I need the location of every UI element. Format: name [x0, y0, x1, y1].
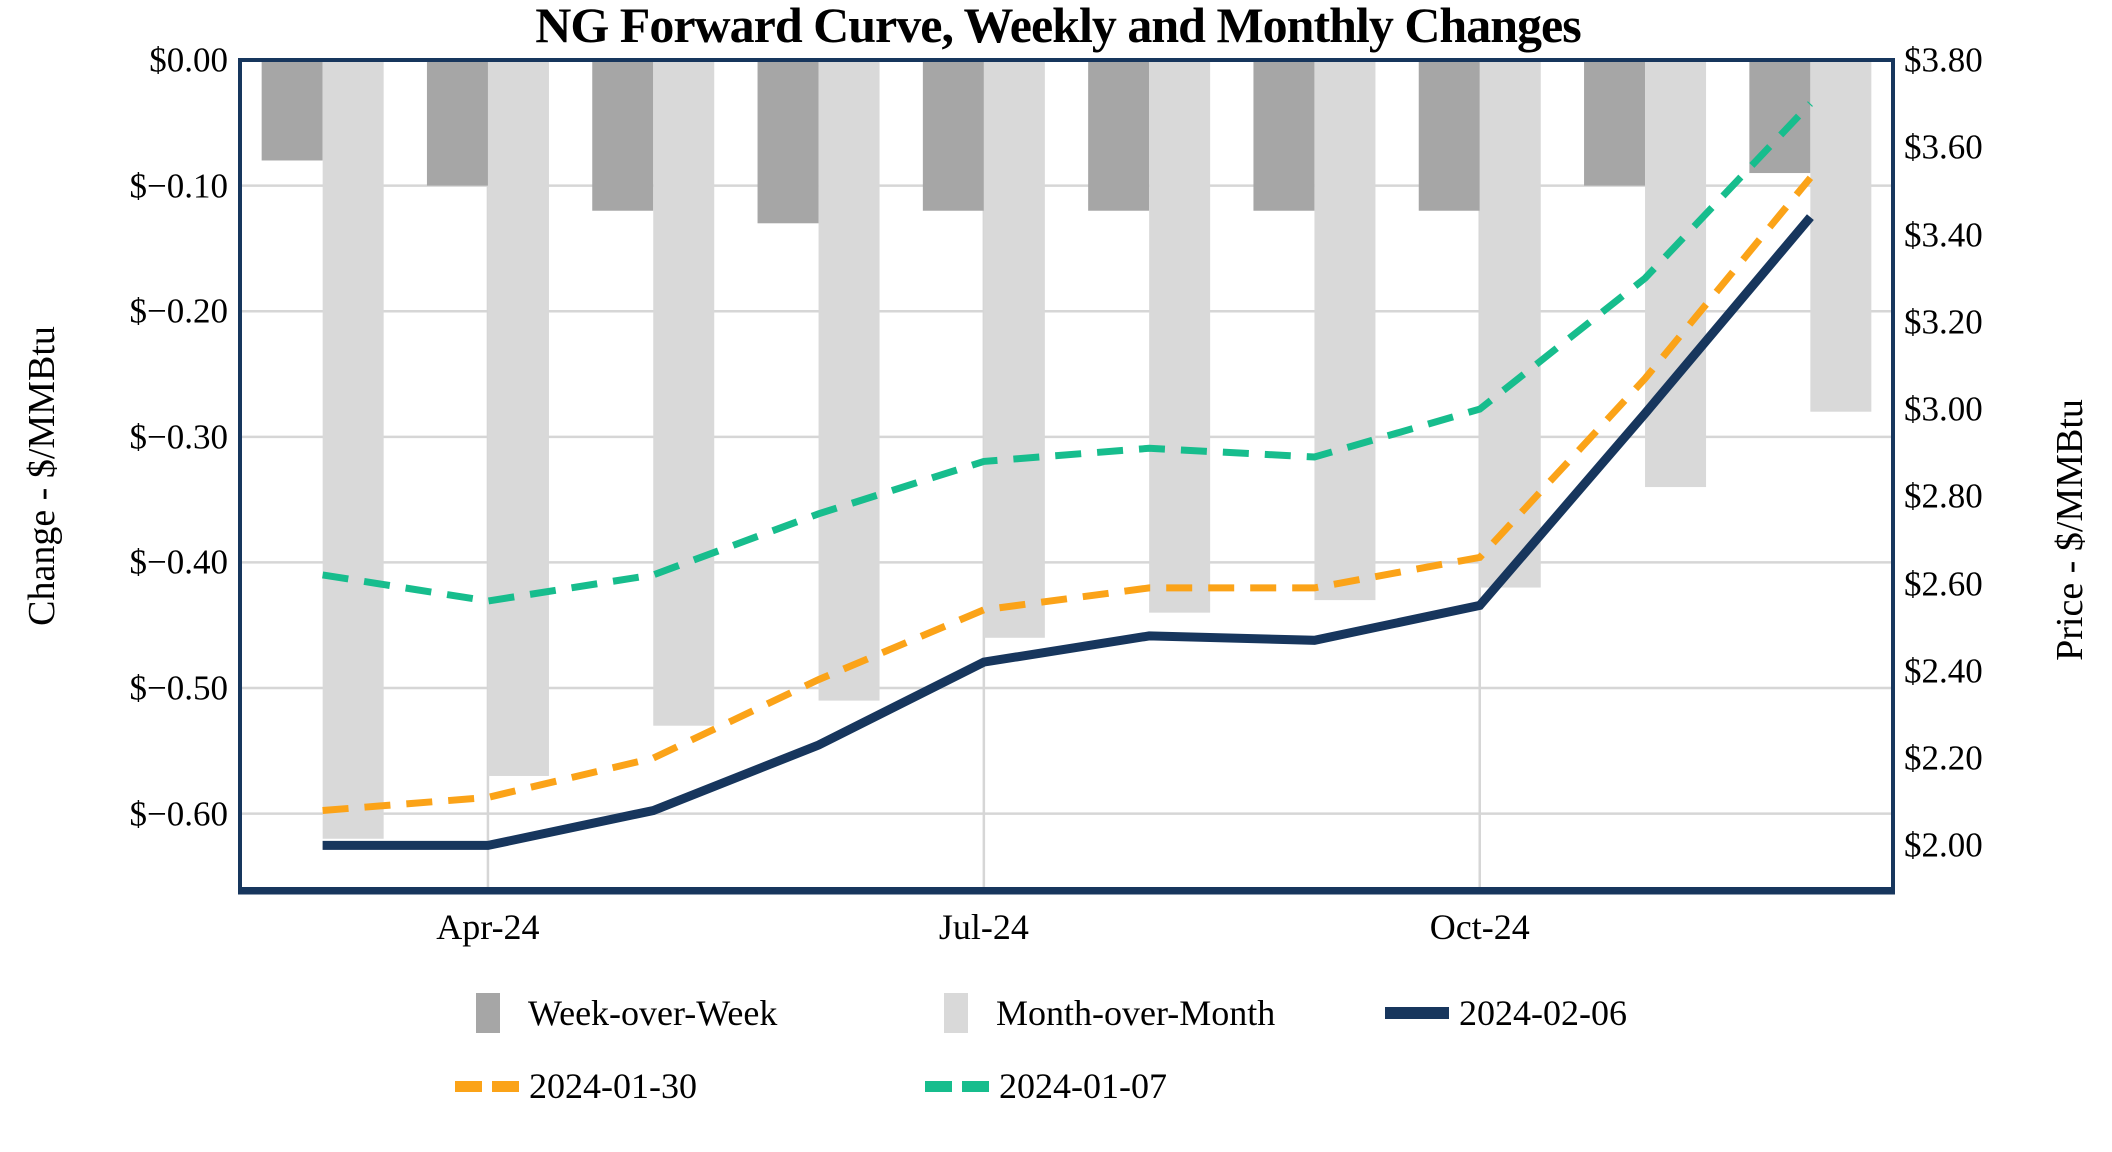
chart-title: NG Forward Curve, Weekly and Monthly Cha… — [535, 0, 1581, 53]
legend-swatch-line-dashed — [925, 1080, 989, 1092]
bar-month-over-month — [818, 60, 880, 701]
bar-week-over-week — [1253, 60, 1315, 211]
bar-week-over-week — [261, 60, 323, 161]
left-axis-title: Change - $/MMBtu — [21, 326, 63, 626]
right-axis-tick-label: $2.40 — [1904, 651, 1983, 691]
left-axis-tick-label: $−0.30 — [129, 417, 229, 457]
bar-week-over-week — [922, 60, 984, 211]
legend-label: 2024-01-30 — [529, 1066, 697, 1106]
left-axis-tick-label: $−0.50 — [129, 668, 229, 708]
line-2024-01-07 — [322, 101, 1813, 605]
bar-month-over-month — [487, 60, 549, 776]
legend-label: Month-over-Month — [996, 993, 1276, 1033]
bar-week-over-week — [1584, 60, 1646, 186]
left-axis-tick-label: $0.00 — [149, 40, 228, 80]
x-axis-tick-label: Apr-24 — [436, 907, 540, 947]
right-axis-tick-label: $3.20 — [1904, 302, 1983, 342]
legend-item: Month-over-Month — [944, 992, 1275, 1034]
bar-month-over-month — [1149, 60, 1211, 613]
legend-swatch-bar — [944, 993, 968, 1033]
right-axis-tick-label: $2.00 — [1904, 825, 1983, 865]
bar-week-over-week — [757, 60, 819, 224]
legend-item: 2024-01-30 — [455, 1065, 697, 1107]
right-axis-tick-label: $3.40 — [1904, 215, 1983, 255]
legend-swatch-bar — [476, 993, 500, 1033]
bar-month-over-month — [1479, 60, 1541, 588]
bar-week-over-week — [1418, 60, 1480, 211]
bar-month-over-month — [653, 60, 715, 726]
legend-item: 2024-01-07 — [925, 1065, 1167, 1107]
right-axis-tick-label: $3.00 — [1904, 389, 1983, 429]
right-axis-tick-label: $3.60 — [1904, 127, 1983, 167]
bar-month-over-month — [1645, 60, 1707, 488]
legend-label: 2024-02-06 — [1459, 993, 1627, 1033]
left-axis-tick-label: $−0.20 — [129, 291, 229, 331]
legend-item: 2024-02-06 — [1385, 992, 1627, 1034]
legend-label: Week-over-Week — [528, 993, 778, 1033]
right-axis-tick-label: $2.20 — [1904, 738, 1983, 778]
legend-label: 2024-01-07 — [999, 1066, 1167, 1106]
right-axis-tick-label: $2.80 — [1904, 476, 1983, 516]
bar-month-over-month — [983, 60, 1045, 638]
bar-week-over-week — [592, 60, 654, 211]
right-axis-tick-label: $2.60 — [1904, 564, 1983, 604]
left-axis-tick-label: $−0.10 — [129, 166, 229, 206]
left-axis-tick-label: $−0.60 — [129, 794, 229, 834]
bar-month-over-month — [1810, 60, 1872, 412]
bar-month-over-month — [1314, 60, 1376, 601]
legend-swatch-line-dashed — [455, 1080, 519, 1092]
bar-month-over-month — [322, 60, 384, 839]
line-2024-01-30 — [322, 175, 1814, 814]
bar-week-over-week — [426, 60, 488, 186]
right-axis-title: Price - $/MMBtu — [2049, 399, 2091, 661]
line-2024-02-06 — [322, 214, 1814, 850]
left-axis-tick-label: $−0.40 — [129, 542, 229, 582]
x-axis-tick-label: Oct-24 — [1429, 907, 1530, 947]
x-axis-tick-label: Jul-24 — [938, 907, 1029, 947]
legend-swatch-line-solid — [1385, 1007, 1449, 1019]
bar-week-over-week — [1088, 60, 1150, 211]
legend-item: Week-over-Week — [476, 992, 777, 1034]
right-axis-tick-label: $3.80 — [1904, 40, 1983, 80]
